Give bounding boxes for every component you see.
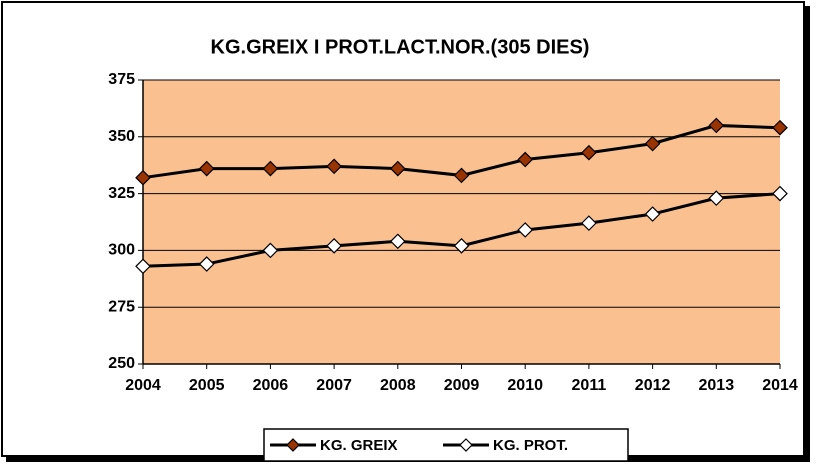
point-marker <box>581 144 597 161</box>
x-tick-label: 2008 <box>380 377 416 394</box>
point-marker <box>644 135 661 152</box>
point-marker <box>389 160 406 177</box>
point-marker <box>326 238 342 254</box>
x-tick-label: 2011 <box>572 377 607 394</box>
x-tick-label: 2010 <box>507 377 543 394</box>
point-marker <box>644 206 661 222</box>
y-tick-label: 275 <box>108 298 135 315</box>
point-marker <box>262 160 279 177</box>
point-marker <box>517 222 534 238</box>
point-marker <box>389 233 406 250</box>
y-tick-label: 350 <box>108 128 135 145</box>
point-marker <box>262 242 279 259</box>
x-tick-label: 2005 <box>189 377 225 394</box>
x-tick-label: 2014 <box>762 377 798 394</box>
point-marker <box>708 117 725 134</box>
point-marker <box>198 256 215 272</box>
y-tick-label: 325 <box>108 185 135 202</box>
y-tick-label: 300 <box>108 242 135 259</box>
point-marker <box>453 238 470 254</box>
point-marker <box>772 119 788 136</box>
x-tick-label: 2004 <box>125 377 161 394</box>
plot-area <box>143 80 780 364</box>
x-tick-label: 2007 <box>316 377 352 394</box>
legend-label: KG. GREIX <box>320 437 398 454</box>
legend-label: KG. PROT. <box>493 437 568 454</box>
point-marker <box>517 151 534 168</box>
x-tick-label: 2009 <box>444 377 480 394</box>
y-tick-label: 375 <box>108 71 135 88</box>
point-marker <box>453 167 470 184</box>
point-marker <box>135 258 151 275</box>
x-tick-label: 2013 <box>699 377 735 394</box>
point-marker <box>772 185 788 202</box>
point-marker <box>326 158 342 175</box>
point-marker <box>581 215 597 231</box>
x-tick-label: 2006 <box>253 377 289 394</box>
x-tick-label: 2012 <box>635 377 671 394</box>
point-marker <box>135 169 151 186</box>
legend-marker <box>286 438 300 452</box>
y-tick-label: 250 <box>108 355 135 372</box>
point-marker <box>198 160 215 177</box>
legend-marker <box>459 438 473 452</box>
point-marker <box>708 190 725 206</box>
chart-title: KG.GREIX I PROT.LACT.NOR.(305 DIES) <box>211 36 590 58</box>
